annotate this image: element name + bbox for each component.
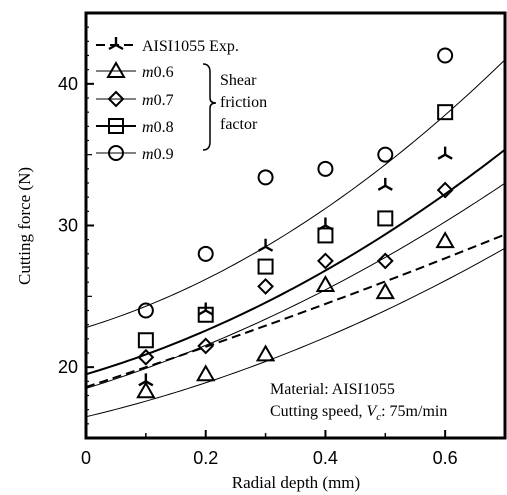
x-tick-label-2: 0.4 — [313, 448, 338, 468]
data-point-0-4 — [377, 177, 393, 191]
data-point-1-2 — [255, 344, 276, 362]
data-point-1-3 — [315, 274, 336, 292]
y-tick-label-0: 20 — [58, 357, 78, 377]
data-point-3-1 — [197, 306, 214, 323]
x-tick-label-3: 0.6 — [433, 448, 458, 468]
data-point-1-5 — [435, 231, 455, 249]
fit-curve-3 — [86, 148, 506, 376]
data-point-3-5 — [437, 104, 454, 121]
legend-label-2: m0.7 — [142, 92, 174, 109]
tick-labels: 0 0.2 0.4 0.6 20 30 40 — [58, 74, 458, 468]
fit-curve-2 — [86, 182, 506, 389]
fit-curves — [86, 59, 506, 418]
data-point-4-1 — [197, 245, 214, 262]
legend-brace — [202, 63, 217, 151]
data-point-2-1 — [197, 337, 215, 355]
material-annotation: Material: AISI1055 Cutting speed, Vc: 75m… — [270, 381, 447, 423]
data-point-2-0 — [137, 348, 155, 366]
axis-ticks — [85, 26, 447, 438]
x-axis-title: Radial depth (mm) — [232, 473, 360, 492]
legend-marker-2 — [107, 90, 125, 108]
legend-label-3: m0.8 — [142, 119, 174, 136]
data-point-4-3 — [317, 160, 334, 177]
legend-group-label-1: friction — [220, 94, 267, 111]
data-point-1-4 — [375, 282, 396, 300]
legend-marker-3 — [108, 118, 124, 134]
legend-label-4: m0.9 — [142, 146, 174, 163]
annotation-speed: Cutting speed, Vc: 75m/min — [270, 403, 447, 423]
data-point-4-0 — [137, 302, 154, 319]
data-point-3-0 — [137, 332, 154, 349]
data-point-4-5 — [437, 47, 454, 64]
data-point-1-1 — [195, 364, 216, 382]
legend-marker-4 — [108, 145, 124, 161]
fit-curve-4 — [86, 59, 506, 328]
legend-group-label-2: factor — [220, 116, 258, 133]
y-tick-label-1: 30 — [58, 216, 78, 236]
data-point-0-5 — [437, 146, 453, 160]
data-point-0-2 — [257, 238, 274, 252]
data-point-1-0 — [136, 381, 156, 399]
fit-curve-1 — [86, 247, 506, 418]
x-tick-label-0: 0 — [81, 448, 91, 468]
legend-marker-0 — [108, 37, 124, 51]
data-point-4-2 — [257, 169, 274, 186]
legend-label-1: m0.6 — [142, 64, 174, 81]
data-point-0-1 — [198, 302, 214, 316]
fit-curve-0 — [86, 233, 506, 388]
data-point-2-4 — [376, 252, 394, 270]
legend-label-0: AISI1055 Exp. — [142, 38, 239, 55]
data-point-2-2 — [257, 278, 274, 295]
annotation-line-0: Material: AISI1055 — [270, 381, 395, 398]
legend-marker-1 — [106, 60, 126, 78]
data-point-3-2 — [257, 258, 274, 275]
data-markers — [136, 47, 455, 399]
legend: AISI1055 Exp. m0.6 m0.7 m0.8 m0.9 Shear fricti… — [96, 37, 267, 163]
data-point-0-0 — [138, 373, 154, 387]
data-point-4-4 — [377, 146, 394, 163]
data-point-2-5 — [436, 181, 454, 199]
data-point-3-4 — [377, 210, 394, 227]
legend-group-label-0: Shear — [220, 72, 257, 89]
y-axis-title: Cutting force (N) — [15, 167, 34, 285]
y-tick-label-2: 40 — [58, 74, 78, 94]
data-point-3-3 — [317, 227, 334, 244]
x-tick-label-1: 0.2 — [193, 448, 218, 468]
data-point-2-3 — [317, 252, 334, 270]
